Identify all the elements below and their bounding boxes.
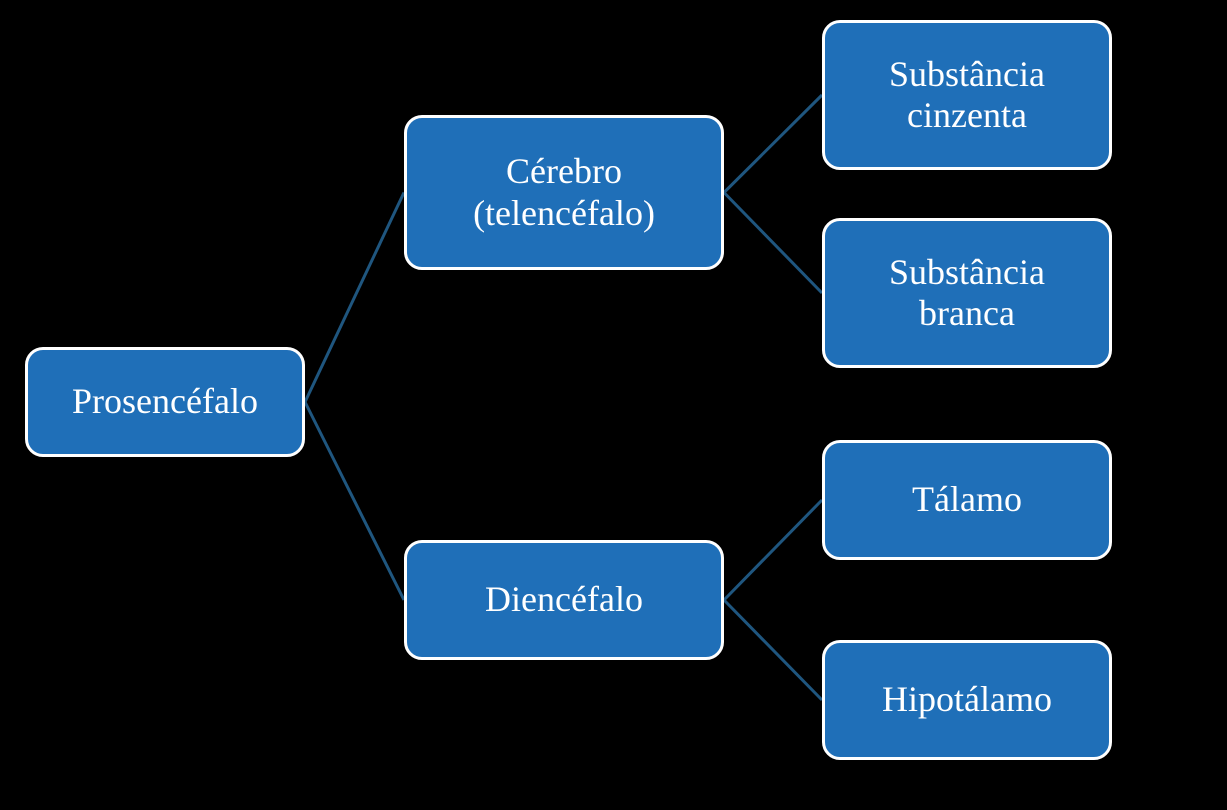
tree-diagram: Prosencéfalo Cérebro(telencéfalo) Diencéfa… [0, 0, 1227, 810]
node-label: Prosencéfalo [72, 381, 258, 422]
node-label: Diencéfalo [485, 579, 643, 620]
node-hipo: Hipotálamo [822, 640, 1112, 760]
node-label: Cérebro(telencéfalo) [473, 151, 655, 234]
node-root: Prosencéfalo [25, 347, 305, 457]
edge-dienc-talam [724, 500, 822, 600]
edge-root-cereb [305, 193, 404, 403]
node-cinz: Substânciacinzenta [822, 20, 1112, 170]
node-bran: Substânciabranca [822, 218, 1112, 368]
edge-cereb-cinz [724, 95, 822, 193]
node-dienc: Diencéfalo [404, 540, 724, 660]
node-cereb: Cérebro(telencéfalo) [404, 115, 724, 270]
node-label: Substânciabranca [889, 252, 1045, 335]
node-label: Hipotálamo [882, 679, 1052, 720]
node-label: Tálamo [912, 479, 1022, 520]
node-talam: Tálamo [822, 440, 1112, 560]
edge-root-dienc [305, 402, 404, 600]
edge-cereb-bran [724, 193, 822, 294]
edge-dienc-hipo [724, 600, 822, 700]
node-label: Substânciacinzenta [889, 54, 1045, 137]
